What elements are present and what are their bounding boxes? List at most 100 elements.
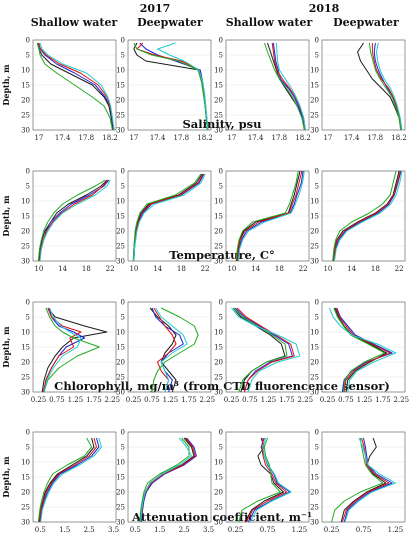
x-tick-label: 17.4 (344, 134, 360, 142)
chart-row-3: Depth, m Chlorophyll, mg/m³ (from CTD flu… (1, 298, 409, 404)
profile-line-1 (37, 42, 114, 131)
profile-line-4 (333, 307, 386, 393)
y-tick-label: 15 (116, 343, 125, 351)
x-tick-label: 3.5 (108, 526, 119, 534)
y-tick-label: 0 (219, 36, 223, 44)
y-tick-label: 15 (116, 473, 125, 481)
x-tick-label: 10 (129, 265, 138, 273)
y-tick-label: 30 (310, 126, 319, 134)
column-title-2: Deepwater (137, 16, 203, 29)
y-tick-label: 30 (21, 518, 30, 526)
panel-1-2: 0 5 10 15 20 25 30 17 17.4 17.8 18.2 (116, 36, 213, 142)
chart-row-1: Depth, m Salinity, psu 0 5 10 15 20 25 30 17 17.4 1… (1, 36, 407, 142)
y-tick-label: 10 (310, 66, 319, 74)
x-tick-label: 18.2 (391, 134, 407, 142)
y-tick-label: 5 (315, 443, 319, 451)
y-tick-label: 20 (21, 227, 30, 235)
x-tick-label: 18.2 (102, 134, 118, 142)
profile-line-4 (368, 42, 402, 131)
x-tick-label: 17 (323, 134, 332, 142)
y-tick-label: 5 (121, 51, 125, 59)
y-tick-label: 20 (310, 358, 319, 366)
x-tick-label: 10 (323, 265, 332, 273)
x-tick-label: 0.75 (49, 396, 65, 404)
x-tick-label: 17.4 (55, 134, 71, 142)
profile-line-4 (331, 437, 384, 523)
x-tick-label: 17.4 (150, 134, 166, 142)
y-tick-label: 0 (219, 428, 223, 436)
profile-line-3 (335, 307, 391, 393)
y-tick-label: 20 (310, 96, 319, 104)
y-tick-label: 20 (214, 96, 223, 104)
profile-line-4 (132, 173, 202, 262)
profile-line-3 (39, 437, 97, 523)
panel-frame (127, 301, 212, 393)
y-tick-label: 20 (21, 488, 30, 496)
x-tick-label: 22 (201, 265, 210, 273)
panel-frame (225, 39, 310, 131)
x-tick-label: 1.25 (261, 396, 277, 404)
y-tick-label: 0 (121, 36, 125, 44)
y-tick-label: 5 (121, 443, 125, 451)
panel-grid: Depth, m Salinity, psu 0 5 10 15 20 25 30 17 17.4 1… (1, 36, 409, 534)
y-tick-label: 20 (116, 96, 125, 104)
y-tick-label: 10 (21, 66, 30, 74)
y-tick-label: 5 (315, 182, 319, 190)
profile-line-5 (155, 307, 188, 393)
profile-line-2 (343, 437, 393, 523)
x-tick-label: 17 (34, 134, 43, 142)
x-tick-label: 14 (251, 265, 260, 273)
profile-line-5 (328, 307, 397, 393)
x-tick-label: 22 (299, 265, 308, 273)
y-tick-label: 20 (116, 227, 125, 235)
x-tick-label: 14 (58, 265, 67, 273)
panel-3-1: 0 5 10 15 20 25 300.25 0.75 1.25 1.75 2.25 (21, 298, 120, 404)
x-tick-label: 0.25 (31, 396, 47, 404)
x-tick-label: 17.8 (174, 134, 190, 142)
panel-2-1: 0 5 10 15 20 25 30 10 14 18 22 (21, 167, 117, 273)
profile-line-5 (344, 437, 396, 523)
panel-frame (225, 301, 310, 393)
panel-frame (32, 431, 117, 523)
panel-1-4: 0 5 10 15 20 25 30 17 17.4 17.8 18.2 (310, 36, 407, 142)
profile-line-3 (245, 437, 288, 523)
y-tick-label: 5 (315, 51, 319, 59)
y-tick-label: 25 (310, 111, 319, 119)
profile-line-4 (43, 307, 100, 393)
x-tick-label: 1.75 (181, 396, 197, 404)
y-tick-label: 0 (219, 167, 223, 175)
x-tick-label: 0.75 (144, 396, 160, 404)
y-tick-label: 20 (310, 488, 319, 496)
y-tick-label: 0 (315, 298, 319, 306)
y-tick-label: 10 (21, 197, 30, 205)
profile-line-4 (36, 42, 113, 131)
y-tick-label: 20 (214, 358, 223, 366)
y-axis-label: Depth, m (1, 64, 11, 106)
x-axis-title: Attenuation coefficient, m⁻¹ (131, 510, 312, 524)
column-title-3: Shallow water (226, 16, 313, 29)
y-tick-label: 20 (116, 358, 125, 366)
y-tick-label: 15 (21, 212, 30, 220)
y-axis-label: Depth, m (1, 456, 11, 498)
x-tick-label: 1.25 (163, 396, 179, 404)
column-title-1: Shallow water (31, 16, 118, 29)
y-tick-label: 25 (310, 242, 319, 250)
profile-line-3 (341, 437, 390, 523)
y-tick-label: 15 (214, 343, 223, 351)
y-tick-label: 25 (21, 242, 30, 250)
x-tick-label: 1.5 (59, 526, 70, 534)
panel-1-3: 0 5 10 15 20 25 30 17 17.4 17.8 18.2 (214, 36, 311, 142)
x-tick-label: 2.5 (179, 526, 190, 534)
x-tick-label: 0.75 (356, 526, 372, 534)
y-tick-label: 30 (214, 126, 223, 134)
y-tick-label: 5 (315, 313, 319, 321)
x-tick-label: 14 (153, 265, 162, 273)
y-tick-label: 20 (21, 96, 30, 104)
y-tick-label: 0 (315, 167, 319, 175)
y-tick-label: 25 (310, 503, 319, 511)
y-tick-label: 15 (21, 81, 30, 89)
panel-frame (32, 170, 117, 262)
profile-line-5 (43, 307, 82, 393)
y-tick-label: 25 (214, 111, 223, 119)
